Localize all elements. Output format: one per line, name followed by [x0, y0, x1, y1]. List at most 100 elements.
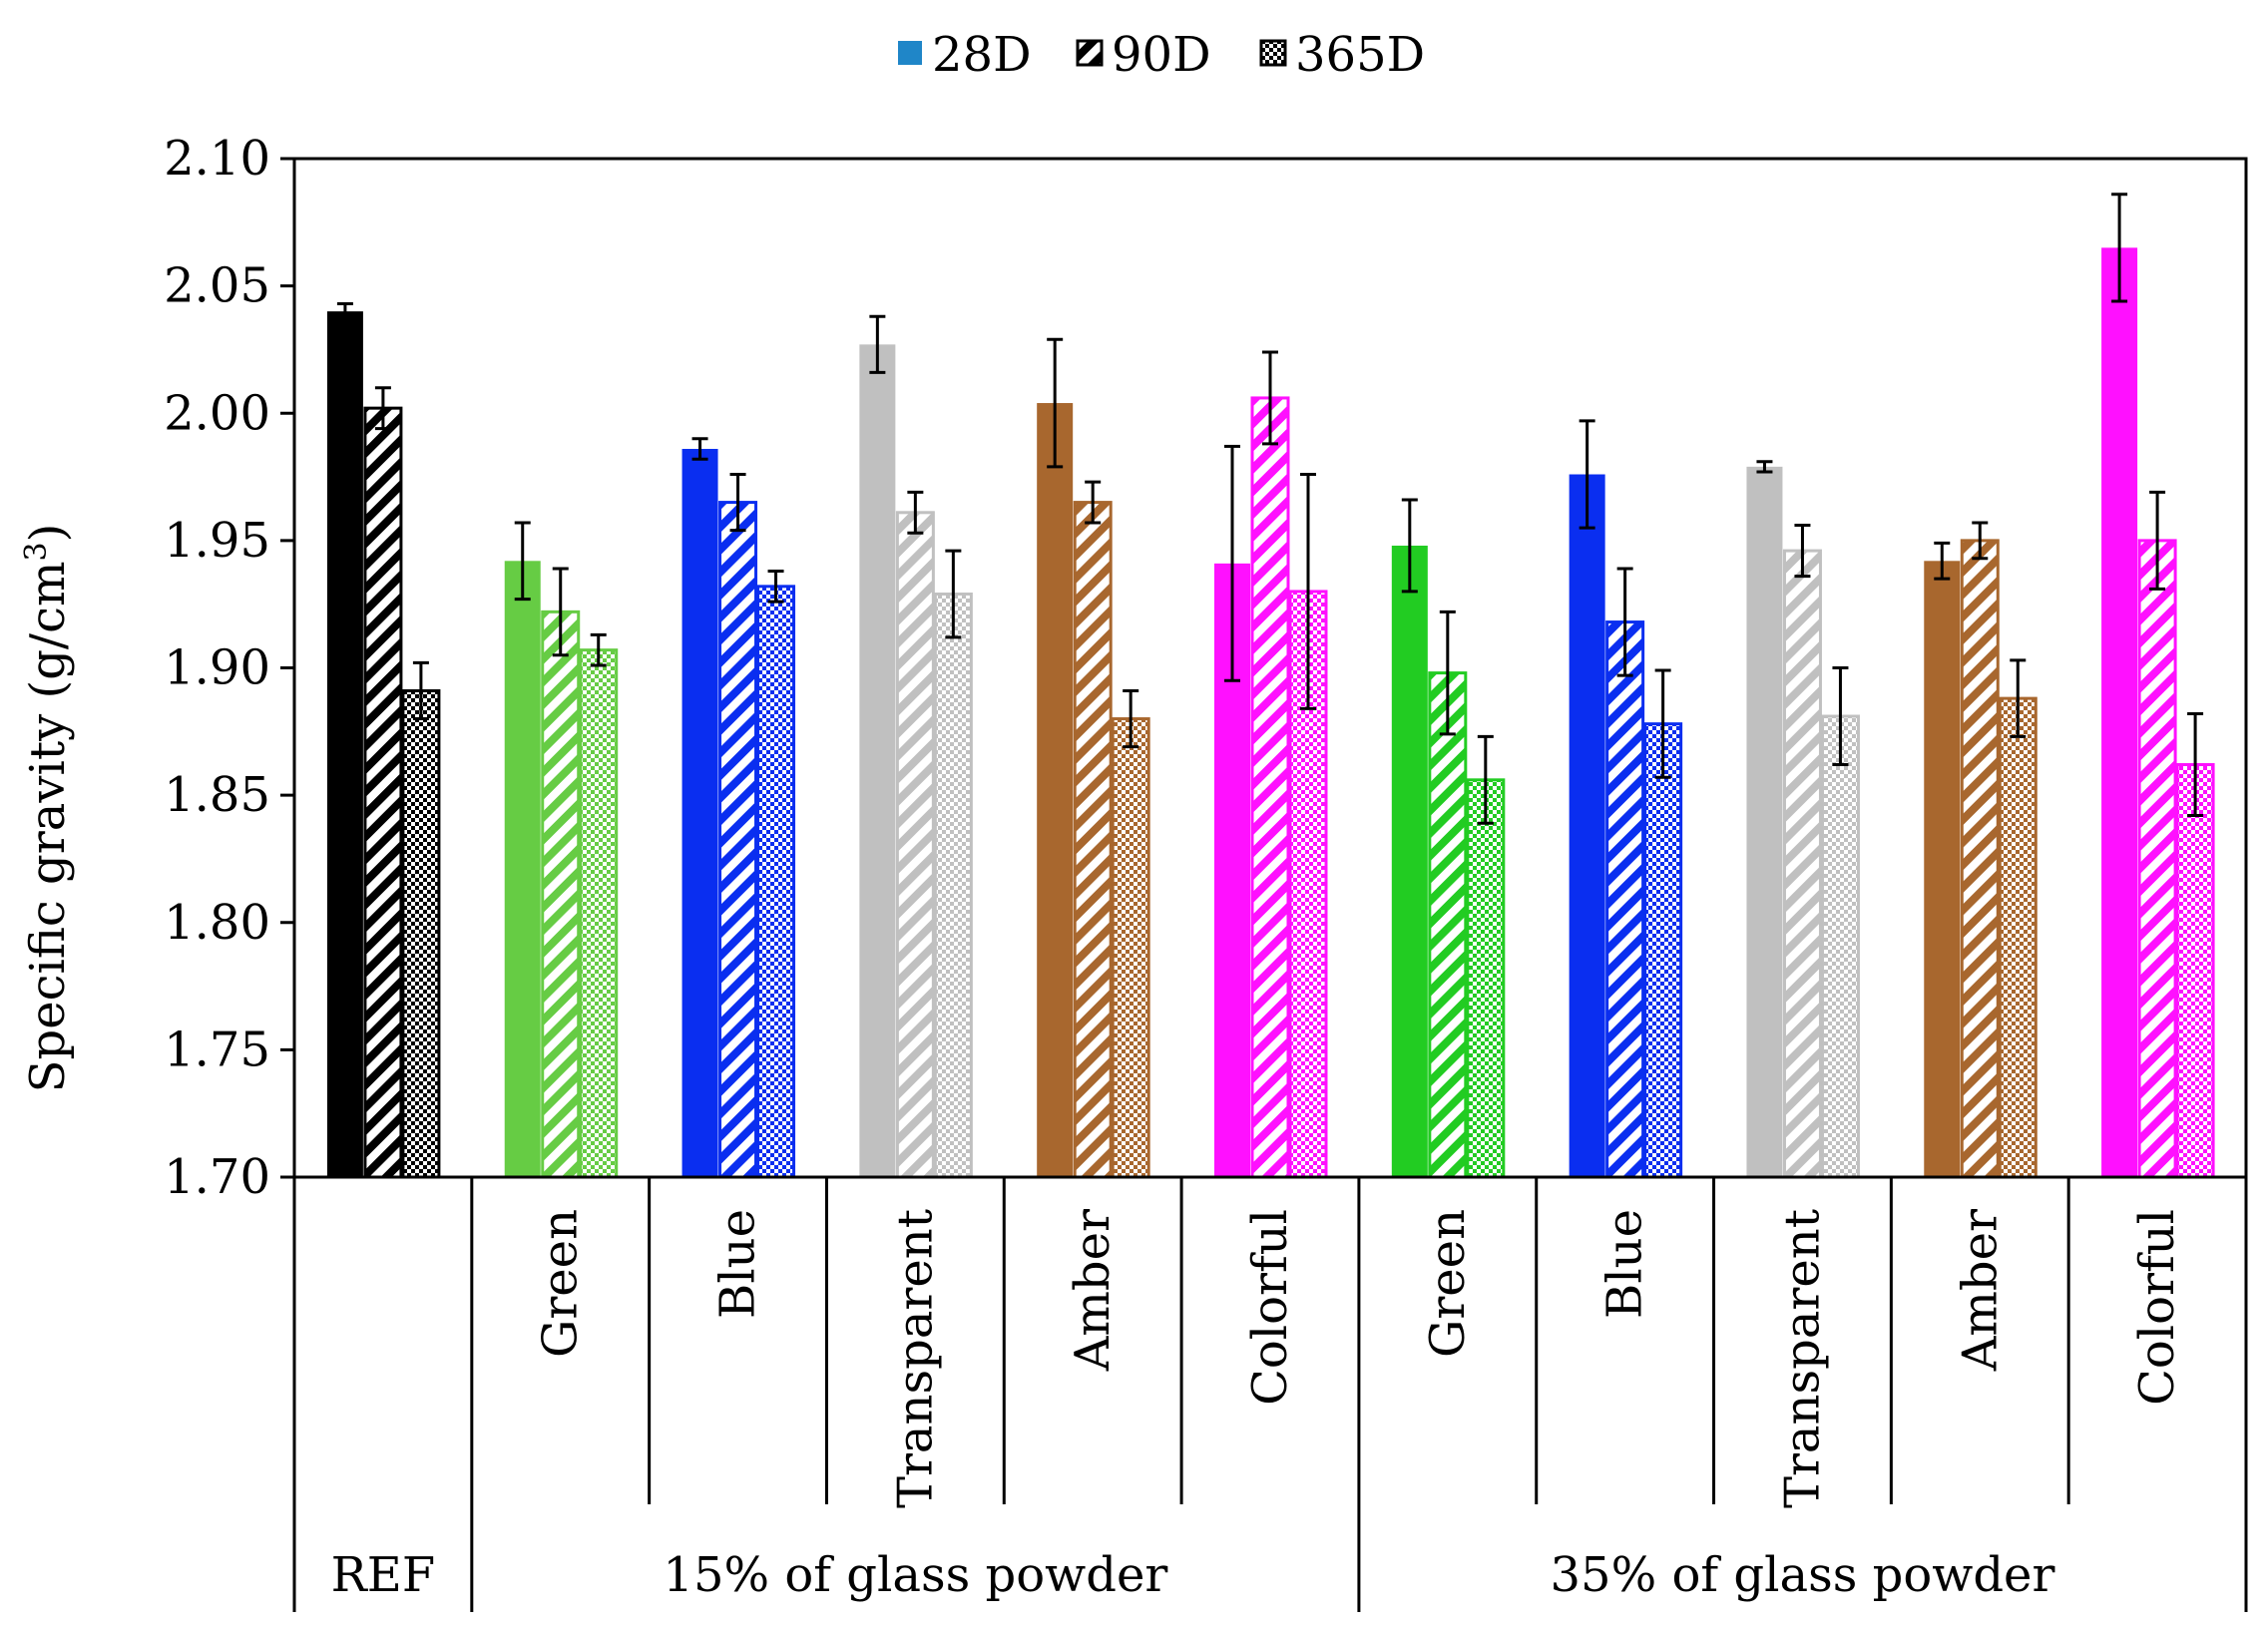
error-bar	[514, 521, 531, 602]
error-bar	[1794, 524, 1811, 579]
error-bar	[767, 570, 784, 604]
bars	[326, 247, 2215, 1179]
error-bar	[869, 314, 886, 374]
group-label: 15% of glass powder	[663, 1547, 1167, 1603]
bar-365d	[401, 688, 441, 1179]
error-bar	[1123, 688, 1139, 749]
error-bar	[691, 437, 708, 461]
category-label: Colorful	[2129, 1209, 2185, 1406]
error-bar	[1756, 460, 1773, 474]
bar-90d	[363, 406, 403, 1179]
bar-90d	[895, 511, 935, 1179]
bar-28d	[1746, 466, 1783, 1177]
category-label: Colorful	[1242, 1209, 1298, 1406]
error-bar	[336, 301, 353, 321]
category-label: Transparent	[887, 1209, 943, 1508]
legend-label-365d: 365D	[1295, 27, 1425, 83]
bar-365d	[1288, 590, 1328, 1179]
category-label: Green	[533, 1209, 589, 1358]
bar-365d	[1466, 778, 1506, 1179]
bar-365d	[1998, 696, 2038, 1179]
bar-28d	[1569, 474, 1605, 1177]
category-label: Blue	[1597, 1209, 1653, 1319]
error-bar	[1300, 473, 1316, 710]
error-bar	[1224, 444, 1240, 682]
bar-90d	[1782, 549, 1822, 1179]
legend-item-365d: 365D	[1259, 27, 1425, 83]
category-label: Green	[1420, 1209, 1476, 1358]
legend-swatch-28d	[898, 41, 922, 65]
bar-90d	[1960, 539, 2000, 1179]
error-bar	[412, 660, 429, 721]
legend-swatch-90d	[1076, 39, 1104, 67]
y-tick-label: 1.80	[164, 895, 270, 951]
error-bar	[1579, 419, 1595, 530]
legend-label-28d: 28D	[932, 27, 1032, 83]
bar-28d	[1924, 561, 1961, 1177]
error-bar	[552, 567, 569, 657]
legend-item-90d: 90D	[1076, 27, 1211, 83]
error-bar	[1934, 541, 1951, 581]
bar-28d	[2101, 247, 2138, 1177]
bar-28d	[326, 311, 363, 1177]
bar-28d	[504, 561, 541, 1177]
bar-28d	[1037, 403, 1074, 1177]
error-bar	[729, 473, 746, 533]
y-axis: 1.70 1.75 1.80 1.85 1.90 1.95 2.00 2.05 2.10	[164, 131, 294, 1205]
y-tick-label: 2.10	[164, 131, 270, 187]
y-axis-title-main: Specific gravity (g/cm	[20, 561, 76, 1092]
plot-frame	[292, 157, 2248, 1179]
error-bar	[1832, 666, 1849, 766]
group-label: REF	[331, 1547, 435, 1603]
legend-label-90d: 90D	[1112, 27, 1211, 83]
error-bar	[1972, 521, 1989, 561]
bar-365d	[756, 585, 796, 1179]
y-tick-label: 2.00	[164, 385, 270, 441]
y-axis-title: Specific gravity (g/cm3)	[19, 524, 76, 1093]
error-bar	[2149, 490, 2166, 591]
y-axis-title-superscript: 3	[19, 542, 54, 561]
group-label: 35% of glass powder	[1551, 1547, 2055, 1603]
error-bar	[1085, 480, 1102, 525]
bar-90d	[1073, 501, 1113, 1179]
bar-90d	[718, 501, 758, 1179]
y-tick-label: 1.90	[164, 640, 270, 696]
y-tick-label: 1.70	[164, 1149, 270, 1205]
y-tick-label: 1.85	[164, 767, 270, 823]
category-label: Amber	[1065, 1209, 1121, 1372]
error-bar	[945, 549, 962, 639]
error-bar	[2111, 193, 2128, 303]
error-bar	[1262, 350, 1278, 446]
x-axis: Green Blue Transparent Amber Colorful Green Bl…	[292, 1177, 2248, 1612]
bar-28d	[859, 344, 896, 1177]
category-label: Transparent	[1774, 1209, 1830, 1508]
error-bar	[1047, 337, 1064, 469]
error-bar	[590, 632, 607, 667]
error-bar	[907, 490, 924, 535]
error-bar	[2187, 711, 2204, 818]
error-bar	[2010, 658, 2027, 738]
error-bars	[336, 193, 2204, 825]
y-tick-label: 1.75	[164, 1022, 270, 1077]
legend-item-28d: 28D	[898, 27, 1032, 83]
y-tick-label: 1.95	[164, 513, 270, 569]
bar-365d	[933, 592, 973, 1179]
bar-365d	[1820, 714, 1860, 1179]
bar-365d	[1111, 717, 1150, 1179]
bar-365d	[579, 648, 619, 1179]
legend: 28D 90D 365D	[898, 27, 1425, 83]
bar-365d	[1643, 722, 1683, 1179]
error-bar	[1439, 610, 1456, 736]
y-axis-title-close: )	[20, 524, 76, 543]
error-bar	[1654, 668, 1671, 779]
legend-swatch-365d	[1259, 39, 1287, 67]
error-bar	[1401, 498, 1418, 594]
bar-90d	[2137, 539, 2177, 1179]
bar-90d	[541, 610, 581, 1179]
bar-365d	[2175, 762, 2215, 1179]
error-bar	[374, 386, 391, 431]
bar-28d	[681, 448, 718, 1177]
category-label: Amber	[1952, 1209, 2008, 1372]
y-tick-label: 2.05	[164, 258, 270, 314]
